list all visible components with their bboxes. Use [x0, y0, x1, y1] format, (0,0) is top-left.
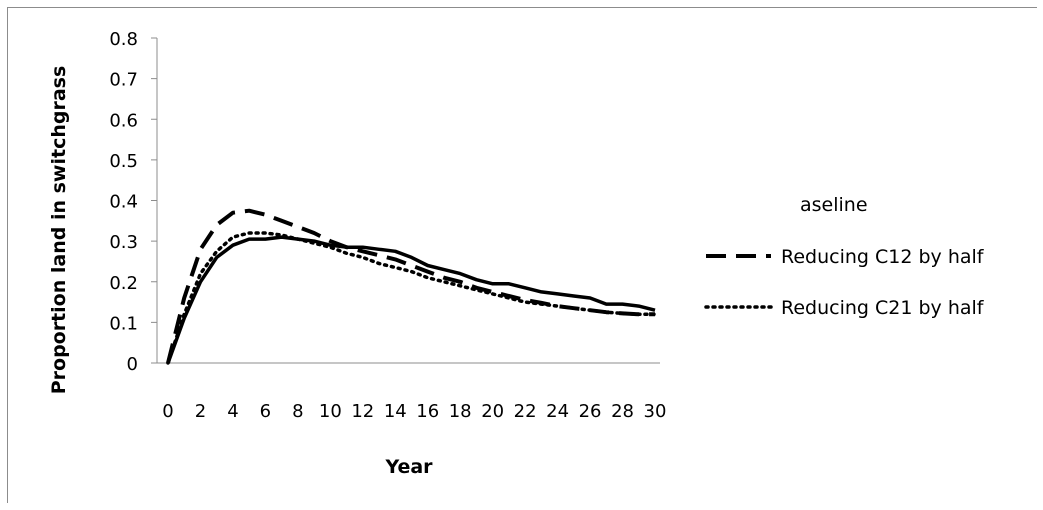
x-tick-label: 30 [644, 401, 667, 422]
legend-label-1: aseline [800, 194, 868, 216]
series-line-3 [166, 231, 657, 365]
series-line-1 [166, 235, 656, 364]
legend-label-2: Reducing C12 by half [781, 246, 985, 268]
y-tick-label: 0.5 [109, 151, 138, 172]
y-tick-label: 0.6 [109, 110, 138, 131]
legend-label-3: Reducing C21 by half [781, 297, 985, 319]
x-tick-label: 20 [481, 401, 504, 422]
x-axis-title: Year [384, 456, 433, 478]
x-tick-label: 10 [319, 401, 342, 422]
x-tick-label: 26 [579, 401, 602, 422]
x-tick-label: 16 [416, 401, 439, 422]
y-tick-label: 0 [127, 354, 138, 375]
x-tick-label: 0 [162, 401, 173, 422]
x-tick-label: 6 [260, 401, 271, 422]
chart-frame [7, 7, 1037, 503]
y-tick-label: 0.1 [109, 313, 138, 334]
y-tick-label: 0.2 [109, 273, 138, 294]
x-tick-label: 4 [227, 401, 238, 422]
x-tick-label: 18 [449, 401, 472, 422]
y-tick-label: 0.7 [109, 70, 138, 91]
x-tick-label: 24 [546, 401, 569, 422]
x-tick-label: 12 [351, 401, 374, 422]
y-axis-title: Proportion land in switchgrass [48, 66, 70, 395]
x-tick-label: 14 [384, 401, 407, 422]
y-tick-label: 0.8 [109, 29, 138, 50]
x-tick-label: 8 [292, 401, 303, 422]
x-tick-label: 2 [195, 401, 206, 422]
x-tick-label: 22 [514, 401, 537, 422]
y-tick-label: 0.3 [109, 232, 138, 253]
x-tick-label: 28 [611, 401, 634, 422]
y-tick-label: 0.4 [109, 192, 138, 213]
